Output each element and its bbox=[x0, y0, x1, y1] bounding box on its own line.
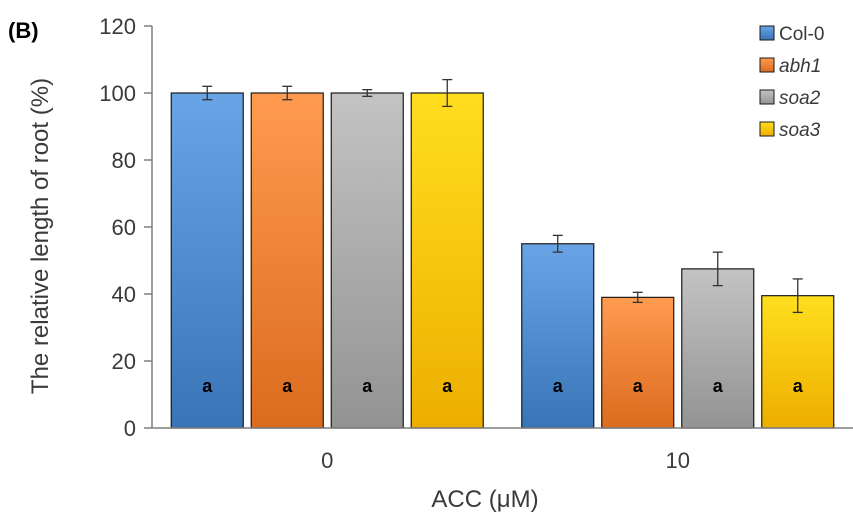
x-tick-label: 0 bbox=[321, 448, 333, 473]
significance-label: a bbox=[362, 376, 373, 396]
panel-label: (B) bbox=[8, 18, 39, 43]
y-tick-label: 0 bbox=[124, 416, 136, 441]
legend-swatch bbox=[759, 89, 775, 105]
y-tick-label: 80 bbox=[112, 148, 136, 173]
bar bbox=[330, 92, 404, 429]
y-tick-label: 120 bbox=[99, 14, 136, 39]
significance-label: a bbox=[553, 376, 564, 396]
legend-label: soa2 bbox=[779, 88, 821, 109]
significance-label: a bbox=[633, 376, 644, 396]
significance-label: a bbox=[793, 376, 804, 396]
y-axis-title: The relative length of root (%) bbox=[27, 78, 54, 394]
legend-label: abh1 bbox=[779, 56, 821, 77]
x-axis-title: ACC (μM) bbox=[431, 486, 538, 513]
significance-label: a bbox=[282, 376, 293, 396]
bar bbox=[410, 92, 484, 429]
bar bbox=[681, 268, 755, 429]
significance-label: a bbox=[713, 376, 724, 396]
x-tick-label: 10 bbox=[666, 448, 690, 473]
legend: Col-0 abh1 soa2 soa3 bbox=[759, 24, 824, 141]
bar bbox=[170, 92, 244, 429]
bar bbox=[521, 243, 595, 429]
legend-swatch bbox=[759, 25, 775, 41]
significance-label: a bbox=[442, 376, 453, 396]
legend-swatch bbox=[759, 121, 775, 137]
legend-swatch bbox=[759, 57, 775, 73]
x-axis: 0 10 bbox=[152, 427, 853, 473]
y-tick-label: 40 bbox=[112, 282, 136, 307]
legend-label: Col-0 bbox=[779, 24, 824, 45]
y-tick-label: 60 bbox=[112, 215, 136, 240]
y-axis: 0 20 40 60 80 100 120 bbox=[99, 14, 153, 441]
significance-label: a bbox=[202, 376, 213, 396]
bar bbox=[761, 295, 835, 429]
y-tick-label: 20 bbox=[112, 349, 136, 374]
bar bbox=[601, 296, 675, 429]
legend-label: soa3 bbox=[779, 120, 821, 141]
y-tick-label: 100 bbox=[99, 81, 136, 106]
bar bbox=[250, 92, 324, 429]
